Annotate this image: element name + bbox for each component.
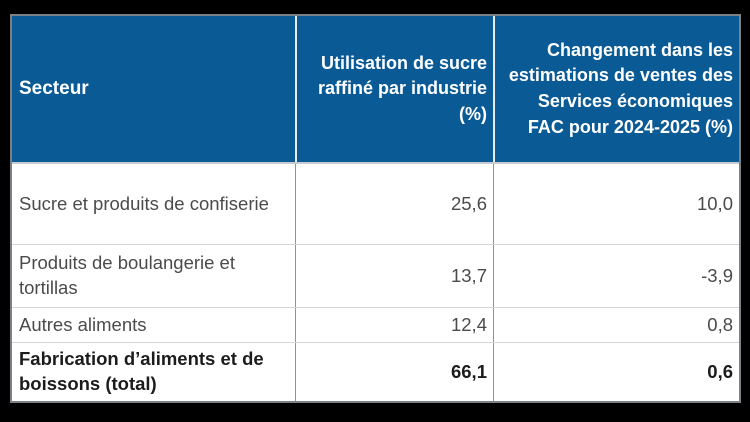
cell-changement: -3,9 [493, 245, 739, 307]
table-header-row: Secteur Utilisation de sucre raffiné par… [12, 16, 739, 164]
cell-utilisation: 13,7 [295, 245, 493, 307]
table-row: Produits de boulangerie et tortillas 13,… [12, 244, 739, 307]
cell-changement: 10,0 [493, 164, 739, 244]
cell-utilisation: 12,4 [295, 308, 493, 342]
table-row-total: Fabrication d’aliments et de boissons (t… [12, 342, 739, 401]
cell-utilisation-total: 66,1 [295, 343, 493, 401]
cell-utilisation: 25,6 [295, 164, 493, 244]
sector-sugar-table: Secteur Utilisation de sucre raffiné par… [10, 14, 741, 403]
table-row: Autres aliments 12,4 0,8 [12, 307, 739, 342]
cell-secteur: Sucre et produits de confiserie [19, 192, 269, 214]
table-row: Sucre et produits de confiserie 25,6 10,… [12, 164, 739, 244]
header-cell-secteur: Secteur [19, 77, 89, 99]
cell-changement-total: 0,6 [493, 343, 739, 401]
header-cell-utilisation: Utilisation de sucre raffiné par industr… [295, 16, 493, 162]
header-cell-changement: Changement dans les estimations de vente… [493, 16, 739, 162]
cell-changement: 0,8 [493, 308, 739, 342]
cell-secteur-total: Fabrication d’aliments et de boissons (t… [19, 348, 264, 394]
cell-secteur: Produits de boulangerie et tortillas [19, 252, 235, 298]
cell-secteur: Autres aliments [19, 313, 147, 335]
